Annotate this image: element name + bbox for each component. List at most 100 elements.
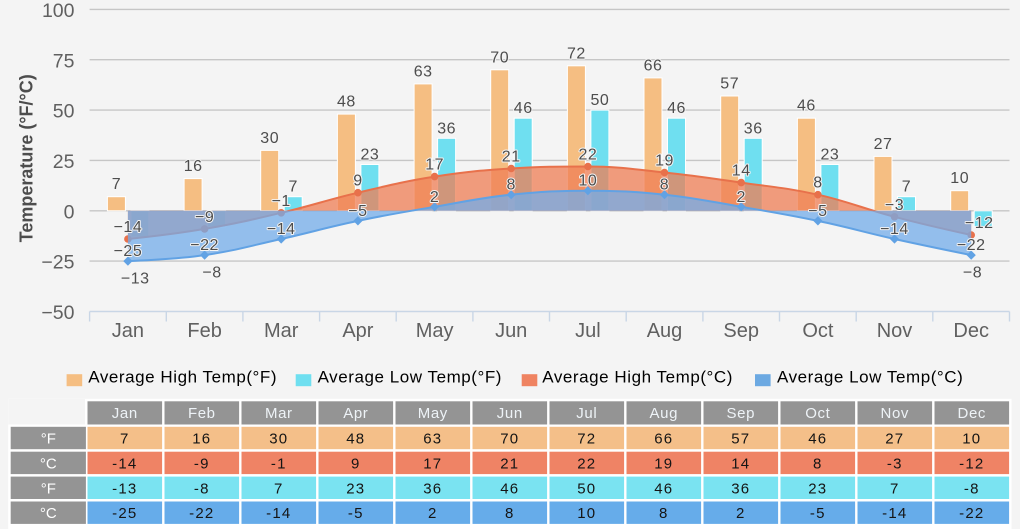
svg-text:75: 75 <box>53 50 75 72</box>
svg-text:48: 48 <box>337 94 356 111</box>
svg-text:-5: -5 <box>810 505 826 522</box>
svg-text:23: 23 <box>808 480 827 497</box>
svg-text:72: 72 <box>577 431 596 448</box>
svg-text:36: 36 <box>437 120 456 137</box>
svg-text:Average High Temp(°C): Average High Temp(°C) <box>542 367 733 386</box>
svg-text:100: 100 <box>42 0 75 22</box>
svg-text:46: 46 <box>654 480 673 497</box>
svg-text:-12: -12 <box>959 455 984 472</box>
svg-text:−13: −13 <box>121 271 150 288</box>
svg-text:Jun: Jun <box>497 405 523 422</box>
svg-text:63: 63 <box>423 431 442 448</box>
svg-text:23: 23 <box>361 147 380 164</box>
svg-text:19: 19 <box>655 153 674 170</box>
svg-text:−9: −9 <box>195 209 214 226</box>
svg-text:°C: °C <box>40 455 57 472</box>
svg-text:Dec: Dec <box>958 405 986 422</box>
svg-text:−14: −14 <box>880 221 909 238</box>
svg-text:70: 70 <box>490 49 509 66</box>
svg-text:°C: °C <box>40 505 57 522</box>
svg-text:-3: -3 <box>887 455 903 472</box>
svg-text:-8: -8 <box>964 480 980 497</box>
svg-text:16: 16 <box>192 431 211 448</box>
svg-text:8: 8 <box>660 177 669 194</box>
svg-text:Apr: Apr <box>343 405 368 422</box>
svg-text:Mar: Mar <box>264 320 299 342</box>
svg-text:-14: -14 <box>882 505 907 522</box>
svg-text:Jan: Jan <box>112 405 138 422</box>
svg-text:72: 72 <box>567 45 586 62</box>
svg-text:−1: −1 <box>272 193 291 210</box>
svg-text:Feb: Feb <box>188 405 216 422</box>
svg-text:46: 46 <box>514 100 533 117</box>
svg-text:Jul: Jul <box>576 405 597 422</box>
svg-text:2: 2 <box>430 189 439 206</box>
svg-text:22: 22 <box>579 147 598 164</box>
svg-text:66: 66 <box>654 431 673 448</box>
svg-text:−8: −8 <box>202 265 221 282</box>
svg-text:50: 50 <box>53 101 75 123</box>
svg-text:23: 23 <box>821 147 840 164</box>
svg-text:Jun: Jun <box>495 320 527 342</box>
svg-text:22: 22 <box>577 455 596 472</box>
svg-text:7: 7 <box>288 179 297 196</box>
svg-text:23: 23 <box>346 480 365 497</box>
svg-text:7: 7 <box>890 480 900 497</box>
svg-text:10: 10 <box>579 173 598 190</box>
svg-text:36: 36 <box>744 120 763 137</box>
svg-text:8: 8 <box>505 505 515 522</box>
svg-text:Jul: Jul <box>575 320 601 342</box>
svg-text:17: 17 <box>423 455 442 472</box>
svg-text:-1: -1 <box>271 455 287 472</box>
svg-text:30: 30 <box>260 130 279 147</box>
svg-text:Temperature (°F/°C): Temperature (°F/°C) <box>16 74 36 242</box>
svg-text:36: 36 <box>423 480 442 497</box>
svg-text:7: 7 <box>120 431 130 448</box>
svg-text:Aug: Aug <box>647 320 683 342</box>
svg-text:7: 7 <box>902 179 911 196</box>
svg-text:70: 70 <box>500 431 519 448</box>
svg-text:−50: −50 <box>41 302 74 324</box>
svg-text:8: 8 <box>506 177 515 194</box>
svg-text:9: 9 <box>353 173 362 190</box>
svg-text:2: 2 <box>428 505 438 522</box>
svg-text:27: 27 <box>874 136 893 153</box>
svg-text:-13: -13 <box>112 480 137 497</box>
svg-text:−8: −8 <box>963 265 982 282</box>
svg-text:46: 46 <box>808 431 827 448</box>
svg-text:May: May <box>416 320 454 342</box>
svg-text:27: 27 <box>885 431 904 448</box>
svg-text:57: 57 <box>720 76 739 93</box>
svg-text:Mar: Mar <box>265 405 293 422</box>
svg-text:Dec: Dec <box>953 320 989 342</box>
svg-text:Apr: Apr <box>342 320 373 342</box>
svg-text:Average Low Temp(°C): Average Low Temp(°C) <box>777 367 963 386</box>
svg-text:Oct: Oct <box>805 405 830 422</box>
svg-text:21: 21 <box>500 455 519 472</box>
svg-text:10: 10 <box>577 505 596 522</box>
svg-text:2: 2 <box>736 189 745 206</box>
svg-text:10: 10 <box>962 431 981 448</box>
svg-text:48: 48 <box>346 431 365 448</box>
svg-text:−14: −14 <box>267 221 296 238</box>
svg-text:−22: −22 <box>957 237 986 254</box>
svg-text:46: 46 <box>797 98 816 115</box>
svg-text:-14: -14 <box>112 455 137 472</box>
svg-text:17: 17 <box>425 157 444 174</box>
svg-text:2: 2 <box>736 505 746 522</box>
svg-text:Feb: Feb <box>187 320 221 342</box>
svg-text:Nov: Nov <box>881 405 909 422</box>
svg-text:46: 46 <box>500 480 519 497</box>
svg-text:−3: −3 <box>885 197 904 214</box>
svg-text:10: 10 <box>950 170 969 187</box>
svg-text:−25: −25 <box>41 252 74 274</box>
svg-text:14: 14 <box>732 163 751 180</box>
svg-text:7: 7 <box>274 480 284 497</box>
svg-text:−25: −25 <box>114 243 143 260</box>
svg-text:Oct: Oct <box>802 320 834 342</box>
svg-text:Sep: Sep <box>723 320 759 342</box>
svg-text:7: 7 <box>112 176 121 193</box>
svg-text:50: 50 <box>591 92 610 109</box>
svg-text:8: 8 <box>813 175 822 192</box>
svg-text:Nov: Nov <box>877 320 913 342</box>
